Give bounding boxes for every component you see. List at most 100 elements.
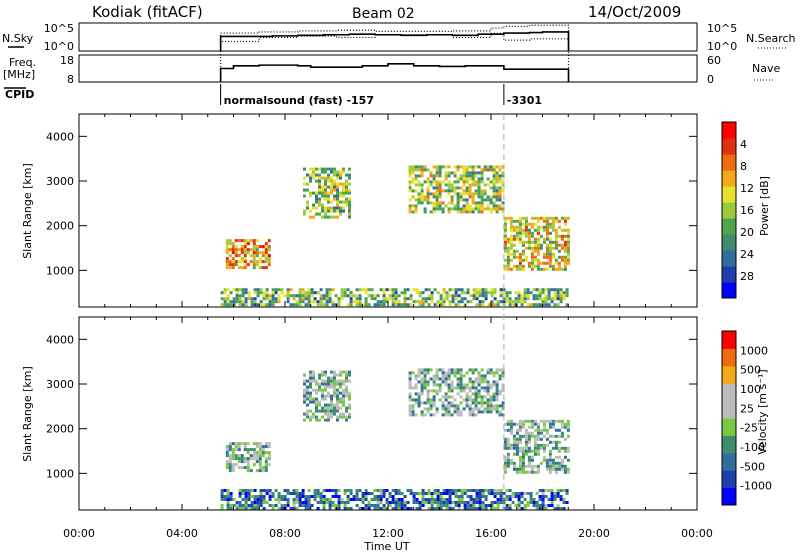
data-cell-4: [563, 449, 567, 453]
data-cell-1: [231, 263, 235, 267]
data-cell-3: [498, 404, 502, 408]
data-cell-0: [307, 294, 311, 298]
data-cell-2: [342, 412, 345, 416]
data-cell-0: [487, 492, 491, 495]
data-cell-0: [556, 303, 560, 307]
data-cell-3: [438, 377, 442, 381]
data-cell-1: [267, 254, 271, 258]
data-cell-0: [460, 489, 464, 492]
data-cell-0: [373, 489, 377, 492]
data-cell-4: [506, 461, 510, 465]
data-cell-4: [533, 422, 537, 426]
data-cell-2: [327, 382, 330, 386]
data-cell-3: [444, 204, 448, 208]
data-cell-3: [489, 165, 493, 169]
data-cell-2: [324, 412, 327, 416]
data-cell-4: [503, 234, 507, 238]
data-cell-0: [295, 489, 299, 492]
data-cell-1: [261, 466, 265, 470]
data-cell-1: [234, 442, 238, 446]
data-cell-4: [509, 428, 513, 432]
data-cell-4: [560, 255, 564, 259]
data-cell-0: [439, 501, 443, 504]
data-cell-0: [469, 498, 473, 501]
data-cell-4: [527, 234, 531, 238]
data-cell-4: [533, 246, 537, 250]
data-cell-4: [527, 446, 531, 450]
data-cell-3: [492, 407, 496, 411]
data-cell-1: [231, 442, 235, 446]
data-cell-2: [318, 400, 321, 404]
data-cell-2: [333, 409, 336, 413]
data-cell-2: [315, 200, 318, 204]
data-cell-2: [321, 370, 324, 374]
data-cell-0: [490, 291, 494, 295]
data-cell-0: [232, 504, 236, 507]
data-cell-0: [340, 297, 344, 301]
data-cell-3: [414, 198, 418, 202]
data-cell-1: [246, 239, 250, 243]
data-cell-0: [232, 288, 236, 292]
data-cell-4: [551, 228, 555, 232]
data-cell-0: [430, 294, 434, 298]
data-cell-3: [411, 413, 415, 417]
data-cell-4: [542, 225, 546, 229]
data-cell-2: [330, 409, 333, 413]
data-cell-4: [551, 222, 555, 226]
data-cell-3: [474, 207, 478, 211]
data-cell-0: [529, 291, 533, 295]
data-cell-4: [536, 258, 540, 262]
data-cell-4: [530, 249, 534, 253]
data-cell-2: [342, 206, 345, 210]
data-cell-1: [234, 251, 238, 255]
data-cell-2: [324, 212, 327, 216]
data-cell-3: [459, 383, 463, 387]
data-cell-0: [391, 288, 395, 292]
data-cell-3: [474, 192, 478, 196]
data-cell-3: [441, 210, 445, 214]
data-cell-0: [316, 492, 320, 495]
data-cell-0: [301, 291, 305, 295]
data-cell-3: [477, 374, 481, 378]
data-cell-0: [289, 303, 293, 307]
data-cell-3: [498, 186, 502, 190]
data-cell-0: [460, 492, 464, 495]
data-cell-3: [495, 410, 499, 414]
data-cell-0: [475, 291, 479, 295]
data-cell-3: [489, 386, 493, 390]
data-cell-4: [512, 467, 516, 471]
data-cell-4: [527, 464, 531, 468]
data-cell-0: [367, 288, 371, 292]
data-cell-4: [545, 443, 549, 447]
data-cell-3: [447, 371, 451, 375]
data-cell-0: [262, 495, 266, 498]
colorbar-tick-0: 4: [740, 138, 747, 151]
data-cell-1: [234, 263, 238, 267]
data-cell-0: [538, 291, 542, 295]
data-cell-4: [527, 458, 531, 462]
data-cell-3: [426, 395, 430, 399]
data-cell-3: [447, 174, 451, 178]
data-cell-3: [408, 374, 412, 378]
data-cell-4: [557, 261, 561, 265]
data-cell-3: [435, 174, 439, 178]
data-cell-0: [349, 291, 353, 295]
data-cell-2: [342, 379, 345, 383]
data-cell-4: [557, 255, 561, 259]
data-cell-4: [533, 452, 537, 456]
data-cell-1: [252, 457, 256, 461]
data-cell-4: [536, 467, 540, 471]
data-cell-3: [462, 165, 466, 169]
data-cell-4: [560, 464, 564, 468]
data-cell-0: [547, 294, 551, 298]
data-cell-4: [521, 434, 525, 438]
data-cell-4: [542, 419, 546, 423]
data-cell-0: [340, 294, 344, 298]
data-cell-3: [450, 183, 454, 187]
data-cell-2: [345, 385, 348, 389]
data-cell-2: [339, 176, 342, 180]
data-cell-0: [355, 303, 359, 307]
data-cell-1: [228, 260, 232, 264]
data-cell-2: [318, 173, 321, 177]
data-cell-0: [271, 297, 275, 301]
